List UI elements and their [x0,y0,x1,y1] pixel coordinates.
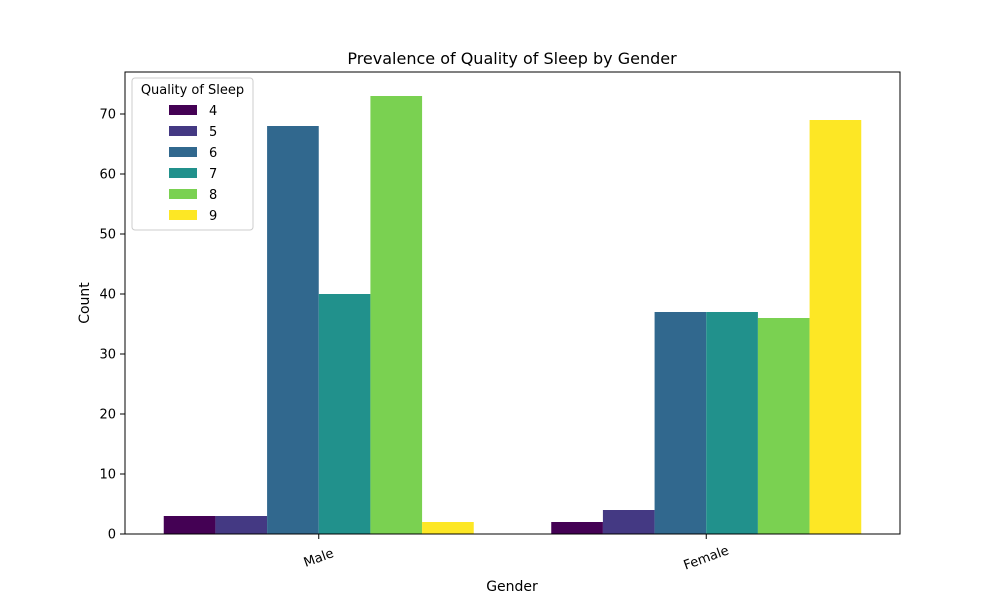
bar-female-quality-7 [706,312,758,534]
legend-swatch-9 [169,210,197,220]
legend-label-7: 7 [209,167,217,182]
plot-area: 0 10 20 30 40 50 60 70 Male Female [99,71,901,574]
y-tick-label: 50 [99,228,116,243]
x-tick-label-female: Female [682,543,731,573]
bar-male-quality-6 [267,126,319,534]
y-tick-label: 40 [99,288,116,303]
legend-title: Quality of Sleep [141,83,244,98]
bar-male-quality-4 [163,516,216,534]
bar-female-quality-5 [602,510,655,534]
y-tick-label: 70 [99,108,116,123]
legend-label-6: 6 [209,146,217,161]
bar-male-quality-7 [318,294,371,534]
y-tick-label: 60 [99,168,116,183]
bar-male-quality-9 [422,522,474,534]
legend-swatch-6 [169,147,197,157]
x-axis-label: Gender [486,579,538,595]
legend-label-4: 4 [209,104,217,119]
y-tick-label: 10 [99,468,116,483]
x-tick-label-male: Male [302,546,336,571]
y-axis-label: Count [77,282,93,324]
bar-male-quality-8 [370,96,423,534]
legend: Quality of Sleep 4 5 6 7 8 9 [131,77,254,231]
legend-swatch-5 [169,126,197,136]
y-tick-label: 20 [99,408,116,423]
bar-female-quality-6 [654,312,707,534]
chart-title: Prevalence of Quality of Sleep by Gender [347,49,677,68]
legend-label-8: 8 [209,188,217,203]
bar-female-quality-4 [551,522,603,534]
y-tick-label: 30 [99,348,116,363]
legend-label-5: 5 [209,125,217,140]
bar-female-quality-9 [809,120,862,534]
legend-label-9: 9 [209,209,217,224]
bar-male-quality-5 [215,516,268,534]
bar-female-quality-8 [757,318,810,534]
legend-swatch-8 [169,189,197,199]
plot-frame [124,71,901,535]
legend-swatch-7 [169,168,197,178]
y-tick-label: 0 [108,528,116,543]
legend-swatch-4 [169,105,197,115]
